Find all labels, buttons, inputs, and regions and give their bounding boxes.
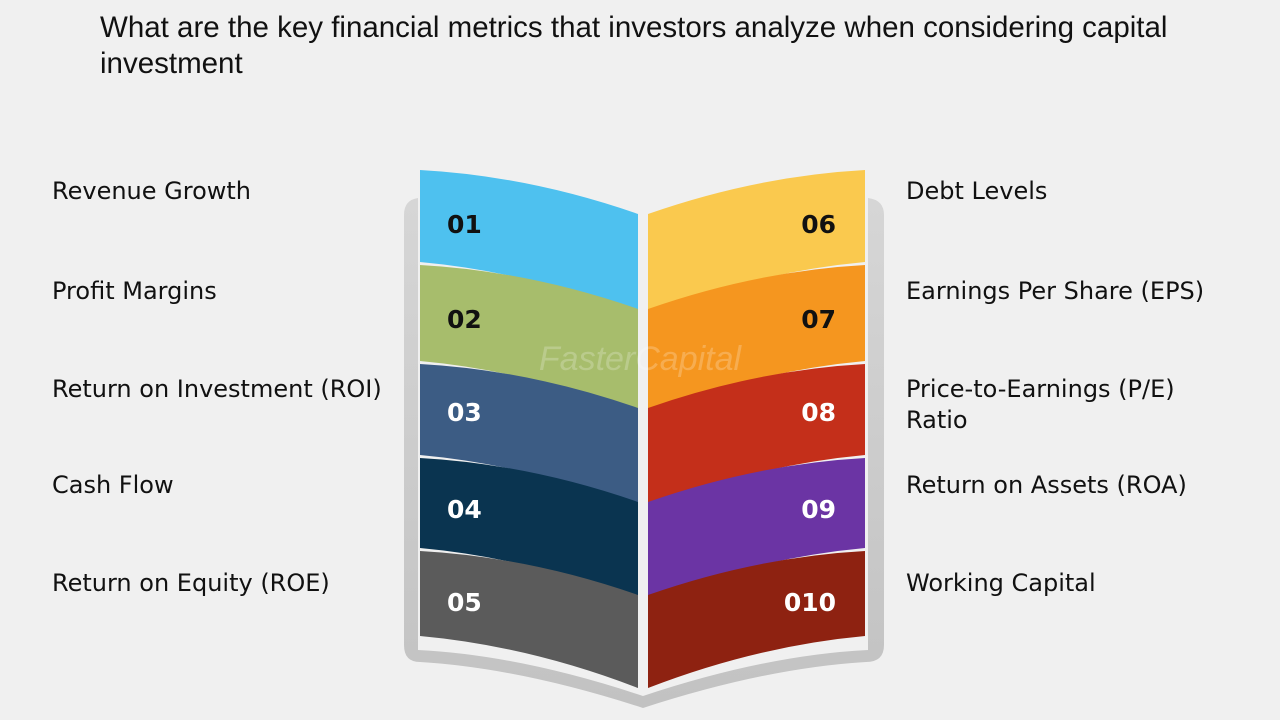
left-number-4: 04 <box>447 495 482 524</box>
right-number-3: 08 <box>801 398 836 427</box>
left-segment-4 <box>420 458 638 600</box>
right-label-5: Working Capital <box>906 569 1096 597</box>
right-label-4: Return on Assets (ROA) <box>906 471 1187 499</box>
left-segment-5 <box>420 551 638 688</box>
left-label-5: Return on Equity (ROE) <box>52 569 330 597</box>
left-label-2: Profit Margins <box>52 277 217 305</box>
right-label-1: Debt Levels <box>906 177 1048 205</box>
right-number-1: 06 <box>801 210 836 239</box>
left-segment-1 <box>420 170 638 314</box>
left-segment-3 <box>420 364 638 507</box>
right-number-4: 09 <box>801 495 836 524</box>
left-segment-2 <box>420 265 638 413</box>
left-label-3: Return on Investment (ROI) <box>52 375 382 403</box>
left-number-1: 01 <box>447 210 482 239</box>
right-label-3: Price-to-Earnings (P/E) Ratio <box>906 375 1175 434</box>
right-segment-5 <box>648 551 865 688</box>
left-number-5: 05 <box>447 588 482 617</box>
book-cover <box>404 198 884 708</box>
right-number-5: 010 <box>784 588 836 617</box>
watermark: FasterCapital <box>539 340 743 378</box>
left-number-3: 03 <box>447 398 482 427</box>
right-segment-3 <box>648 364 865 507</box>
right-segment-4 <box>648 458 865 600</box>
right-label-2: Earnings Per Share (EPS) <box>906 277 1205 305</box>
page-title: What are the key financial metrics that … <box>100 11 1168 80</box>
right-number-2: 07 <box>801 305 836 334</box>
left-number-2: 02 <box>447 305 482 334</box>
right-segment-1 <box>648 170 865 314</box>
left-label-4: Cash Flow <box>52 471 174 499</box>
right-segment-2 <box>648 265 865 413</box>
left-label-1: Revenue Growth <box>52 177 252 205</box>
